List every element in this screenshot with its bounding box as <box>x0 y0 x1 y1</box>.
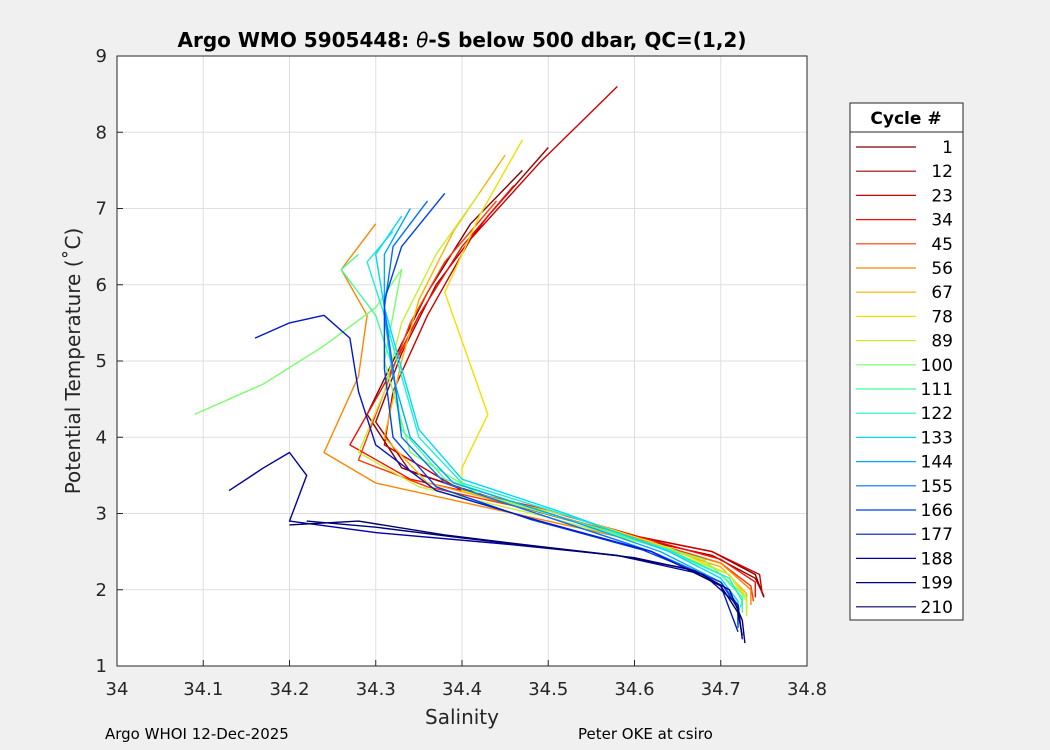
x-tick-label: 34.2 <box>269 679 309 700</box>
legend-label-111: 111 <box>921 380 953 400</box>
legend-title: Cycle # <box>870 109 941 129</box>
data-series <box>194 86 765 644</box>
footer-right-text: Peter OKE at csiro <box>578 725 713 743</box>
x-tick-label: 34.5 <box>528 679 568 700</box>
x-tick-label: 34.4 <box>442 679 482 700</box>
x-tick-label: 34.7 <box>701 679 741 700</box>
legend-label-23: 23 <box>931 186 953 206</box>
legend-label-67: 67 <box>931 283 953 303</box>
series-line-cycle-199 <box>306 520 746 644</box>
legend-label-45: 45 <box>931 235 953 255</box>
legend-label-89: 89 <box>931 332 953 352</box>
axis-ticks: 34 34.1 34.2 34.3 34.4 34.5 34.6 34.7 34.8123456… <box>96 46 827 700</box>
series-line-cycle-177 <box>254 314 739 632</box>
legend-items: 1 12 23 34 45 56 67 78 89 100 111 122 133 144 155 166 17… <box>856 138 953 618</box>
y-tick-label: 2 <box>96 580 107 601</box>
legend-label-34: 34 <box>931 211 953 231</box>
series-line-cycle-122 <box>366 230 743 613</box>
legend-label-78: 78 <box>931 307 953 327</box>
legend-label-1: 1 <box>942 138 953 158</box>
x-tick-label: 34 <box>106 679 129 700</box>
footer-left-text: Argo WHOI 12-Dec-2025 <box>105 725 289 743</box>
x-tick-label: 34.6 <box>614 679 654 700</box>
legend: Cycle # 1 12 23 34 45 56 67 78 89 100 111 122 133 144… <box>849 102 964 621</box>
series-line-cycle-23 <box>383 86 763 594</box>
legend-label-100: 100 <box>921 356 953 376</box>
legend-label-56: 56 <box>931 259 953 279</box>
series-line-cycle-89 <box>357 192 748 617</box>
x-axis-label: Salinity <box>425 705 499 729</box>
legend-label-155: 155 <box>921 477 953 497</box>
series-line-cycle-56 <box>323 223 752 605</box>
series-line-cycle-34 <box>349 185 756 598</box>
y-tick-label: 1 <box>96 656 107 677</box>
title-theta-symbol: θ <box>416 28 428 52</box>
legend-label-188: 188 <box>921 549 953 569</box>
y-tick-label: 4 <box>96 427 107 448</box>
chart-title: Argo WMO 5905448: θ-S below 500 dbar, QC… <box>178 28 747 52</box>
x-tick-label: 34.8 <box>787 679 827 700</box>
legend-label-122: 122 <box>921 404 953 424</box>
series-line-cycle-67 <box>383 154 748 609</box>
series-line-cycle-111 <box>340 253 743 613</box>
legend-label-133: 133 <box>921 428 953 448</box>
y-tick-label: 3 <box>96 504 107 525</box>
series-line-cycle-188 <box>228 451 743 640</box>
legend-label-144: 144 <box>921 453 953 473</box>
series-line-cycle-133 <box>375 215 739 617</box>
x-tick-label: 34.1 <box>183 679 223 700</box>
title-prefix: Argo WMO 5905448: <box>178 28 417 52</box>
y-tick-label: 6 <box>96 275 107 296</box>
series-line-cycle-210 <box>289 520 743 636</box>
y-tick-label: 5 <box>96 351 107 372</box>
legend-label-12: 12 <box>931 162 953 182</box>
y-axis-label: Potential Temperature (˚C) <box>61 228 85 495</box>
legend-label-210: 210 <box>921 598 953 618</box>
series-line-cycle-45 <box>357 200 755 602</box>
legend-label-177: 177 <box>921 525 953 545</box>
title-suffix: -S below 500 dbar, QC=(1,2) <box>428 28 746 52</box>
y-tick-label: 9 <box>96 46 107 67</box>
y-tick-label: 8 <box>96 122 107 143</box>
y-tick-label: 7 <box>96 199 107 220</box>
x-tick-label: 34.3 <box>356 679 396 700</box>
series-line-cycle-166 <box>383 192 739 628</box>
legend-label-166: 166 <box>921 501 953 521</box>
legend-label-199: 199 <box>921 574 953 594</box>
